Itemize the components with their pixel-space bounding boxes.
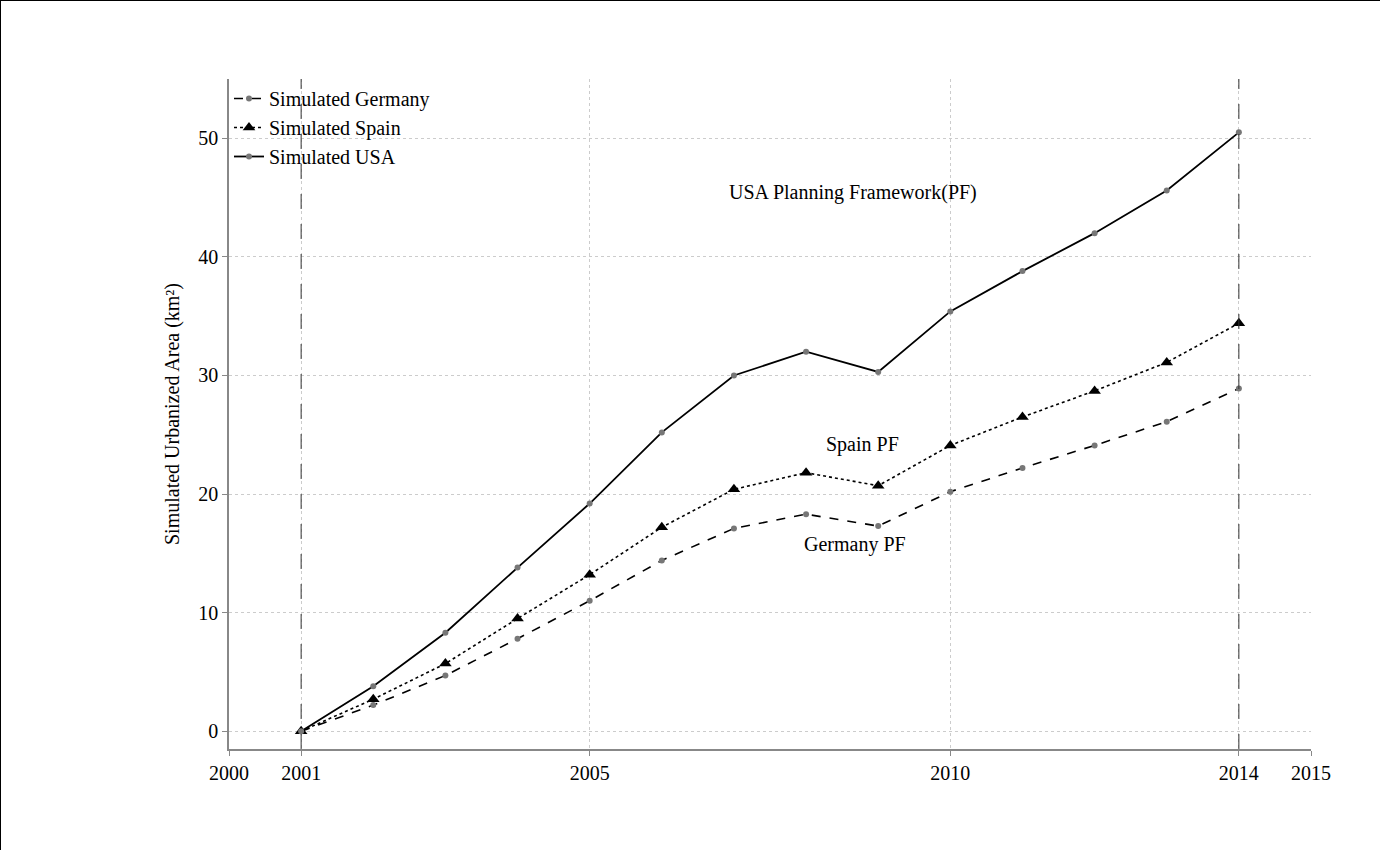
svg-text:USA Planning Framework(PF): USA Planning Framework(PF)	[729, 181, 977, 204]
svg-text:30: 30	[198, 364, 218, 386]
svg-text:Simulated Urbanized Area (km²): Simulated Urbanized Area (km²)	[161, 283, 184, 545]
svg-text:Simulated Spain: Simulated Spain	[269, 117, 401, 140]
svg-text:0: 0	[208, 720, 218, 742]
svg-text:2005: 2005	[570, 762, 610, 784]
svg-text:Simulated Germany: Simulated Germany	[269, 88, 430, 111]
svg-text:2000: 2000	[209, 762, 249, 784]
svg-text:Spain PF: Spain PF	[826, 433, 899, 456]
svg-text:40: 40	[198, 246, 218, 268]
svg-text:50: 50	[198, 127, 218, 149]
svg-text:2014: 2014	[1219, 762, 1259, 784]
svg-text:2001: 2001	[281, 762, 321, 784]
svg-text:20: 20	[198, 483, 218, 505]
svg-text:2015: 2015	[1291, 762, 1331, 784]
svg-text:2010: 2010	[930, 762, 970, 784]
svg-text:10: 10	[198, 602, 218, 624]
svg-text:Germany PF: Germany PF	[804, 533, 906, 556]
svg-text:Simulated USA: Simulated USA	[269, 146, 396, 168]
